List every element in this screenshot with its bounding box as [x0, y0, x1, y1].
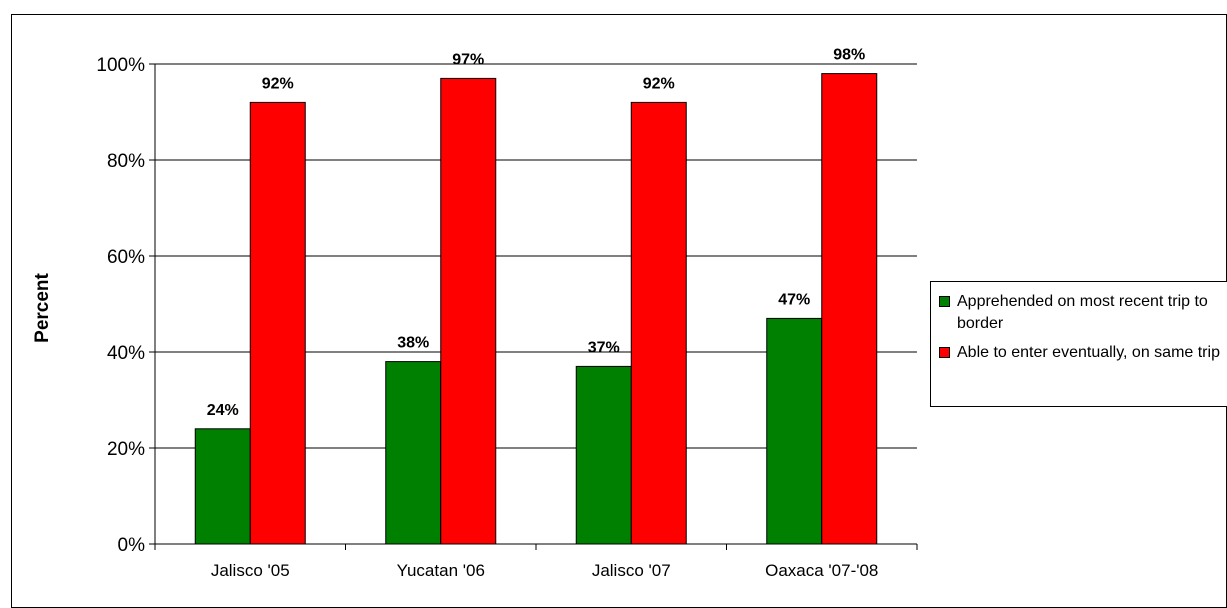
bar-apprehended	[575, 365, 632, 545]
data-label: 47%	[778, 291, 810, 308]
bar-able-to-enter	[630, 101, 687, 545]
legend: Apprehended on most recent trip to borde…	[930, 281, 1227, 407]
data-label: 38%	[397, 335, 429, 352]
y-axis-label: Percent	[32, 272, 53, 342]
legend-swatch-able-to-enter	[939, 347, 950, 358]
legend-swatch-apprehended	[939, 296, 950, 307]
data-label: 98%	[833, 47, 865, 64]
y-tick-label: 100%	[96, 55, 145, 76]
x-tick-label: Yucatan '06	[397, 561, 485, 580]
bar-apprehended	[385, 361, 442, 545]
bar-apprehended	[766, 317, 823, 545]
y-tick-label: 0%	[118, 535, 146, 556]
data-label: 97%	[452, 51, 484, 68]
x-tick-label: Jalisco '05	[211, 561, 290, 580]
y-tick-label: 60%	[107, 247, 145, 268]
data-label: 92%	[262, 75, 294, 92]
legend-label-able-to-enter: Able to enter eventually, on same trip	[957, 344, 1220, 361]
data-label: 92%	[643, 75, 675, 92]
legend-label-apprehended: Apprehended on most recent trip to borde…	[957, 293, 1208, 332]
data-label: 37%	[588, 339, 620, 356]
y-tick-label: 20%	[107, 439, 145, 460]
bar-able-to-enter	[440, 77, 497, 545]
bar-able-to-enter	[821, 73, 878, 545]
bar-apprehended	[194, 428, 251, 545]
bar-able-to-enter	[249, 101, 306, 545]
y-tick-label: 40%	[107, 343, 145, 364]
x-tick-label: Oaxaca '07-'08	[765, 561, 878, 580]
y-tick-label: 80%	[107, 151, 145, 172]
x-tick-label: Jalisco '07	[592, 561, 671, 580]
data-label: 24%	[207, 402, 239, 419]
